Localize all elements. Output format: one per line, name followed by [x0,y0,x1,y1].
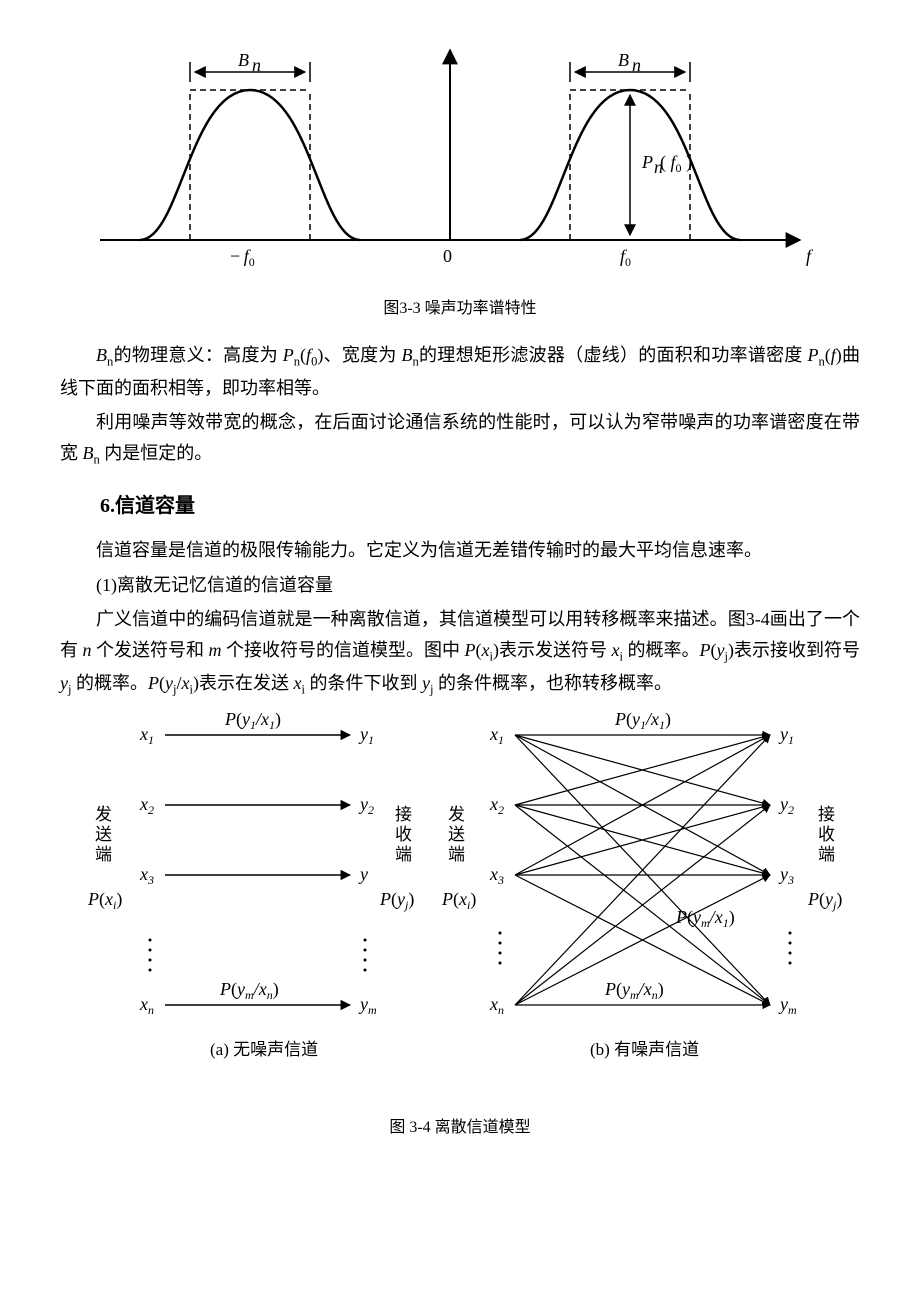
svg-text:x2: x2 [139,794,154,817]
svg-text:y: y [358,864,368,884]
svg-text:y2: y2 [358,794,374,817]
svg-text:( f0 ): ( f0 ) [660,152,692,175]
svg-text:P(ym/x1): P(ym/x1) [675,907,735,930]
svg-text:收: 收 [818,825,835,844]
svg-text:n: n [252,55,261,75]
svg-text:y1: y1 [778,724,794,747]
svg-text:(b) 有噪声信道: (b) 有噪声信道 [590,1040,699,1059]
paragraph-figure34-desc: 广义信道中的编码信道就是一种离散信道，其信道模型可以用转移概率来描述。图3-4画… [60,604,860,701]
svg-text:x3: x3 [489,864,504,887]
svg-text:y1: y1 [358,724,374,747]
svg-text:送: 送 [448,825,465,844]
svg-text:x3: x3 [139,864,154,887]
svg-text:P(ym/xn): P(ym/xn) [604,979,664,1002]
svg-text:B: B [618,50,629,70]
svg-text:x2: x2 [489,794,504,817]
fig33-svg: B n B n P n ( f0 ) − f0 0 f0 f [80,40,840,275]
figure-3-3: B n B n P n ( f0 ) − f0 0 f0 f [60,40,860,285]
svg-text:接: 接 [818,805,835,824]
svg-text:xn: xn [139,994,154,1017]
fig33-caption: 图3-3 噪声功率谱特性 [60,295,860,322]
svg-text:n: n [632,55,641,75]
svg-text:端: 端 [395,845,412,864]
svg-text:发: 发 [448,805,465,824]
fig34-caption: 图 3-4 离散信道模型 [60,1114,860,1141]
svg-text:送: 送 [95,825,112,844]
svg-text:端: 端 [818,845,835,864]
section-6-title: 6.信道容量 [100,489,860,523]
paragraph-discrete-intro: (1)离散无记忆信道的信道容量 [60,570,860,601]
svg-text:B: B [238,50,249,70]
svg-text:ym: ym [778,994,797,1017]
svg-text:f0: f0 [620,246,631,269]
svg-text:发: 发 [95,805,112,824]
svg-text:端: 端 [95,845,112,864]
svg-text:x1: x1 [489,724,504,747]
svg-text:x1: x1 [139,724,154,747]
svg-text:(a) 无噪声信道: (a) 无噪声信道 [210,1040,318,1059]
svg-text:P(xi): P(xi) [87,889,122,912]
svg-text:0: 0 [443,246,452,266]
svg-text:P(yj): P(yj) [807,889,842,912]
paragraph-eq-bandwidth: 利用噪声等效带宽的概念，在后面讨论通信系统的性能时，可以认为窄带噪声的功率谱密度… [60,407,860,471]
svg-text:y3: y3 [778,864,794,887]
svg-text:y2: y2 [778,794,794,817]
svg-text:收: 收 [395,825,412,844]
paragraph-capacity-def: 信道容量是信道的极限传输能力。它定义为信道无差错传输时的最大平均信息速率。 [60,535,860,566]
svg-text:− f0: − f0 [230,246,255,269]
svg-text:xn: xn [489,994,504,1017]
svg-text:P(xi): P(xi) [441,889,476,912]
svg-text:P(y1/x1): P(y1/x1) [224,709,281,732]
paragraph-bn-meaning: Bn的物理意义：高度为 Pn(f0)、宽度为 Bn的理想矩形滤波器（虚线）的面积… [60,340,860,404]
svg-text:f: f [806,246,814,266]
figure-3-4: x1 y1 P(y1/x1) x2 y2 x3 y 发 送 端 接 收 端 [60,705,860,1095]
svg-text:P(y1/x1): P(y1/x1) [614,709,671,732]
svg-text:P: P [641,152,653,172]
fig34-svg: x1 y1 P(y1/x1) x2 y2 x3 y 发 送 端 接 收 端 [60,705,860,1085]
svg-text:P(ym/xn): P(ym/xn) [219,979,279,1002]
svg-text:接: 接 [395,805,412,824]
svg-text:P(yj): P(yj) [379,889,414,912]
svg-text:端: 端 [448,845,465,864]
svg-text:ym: ym [358,994,377,1017]
